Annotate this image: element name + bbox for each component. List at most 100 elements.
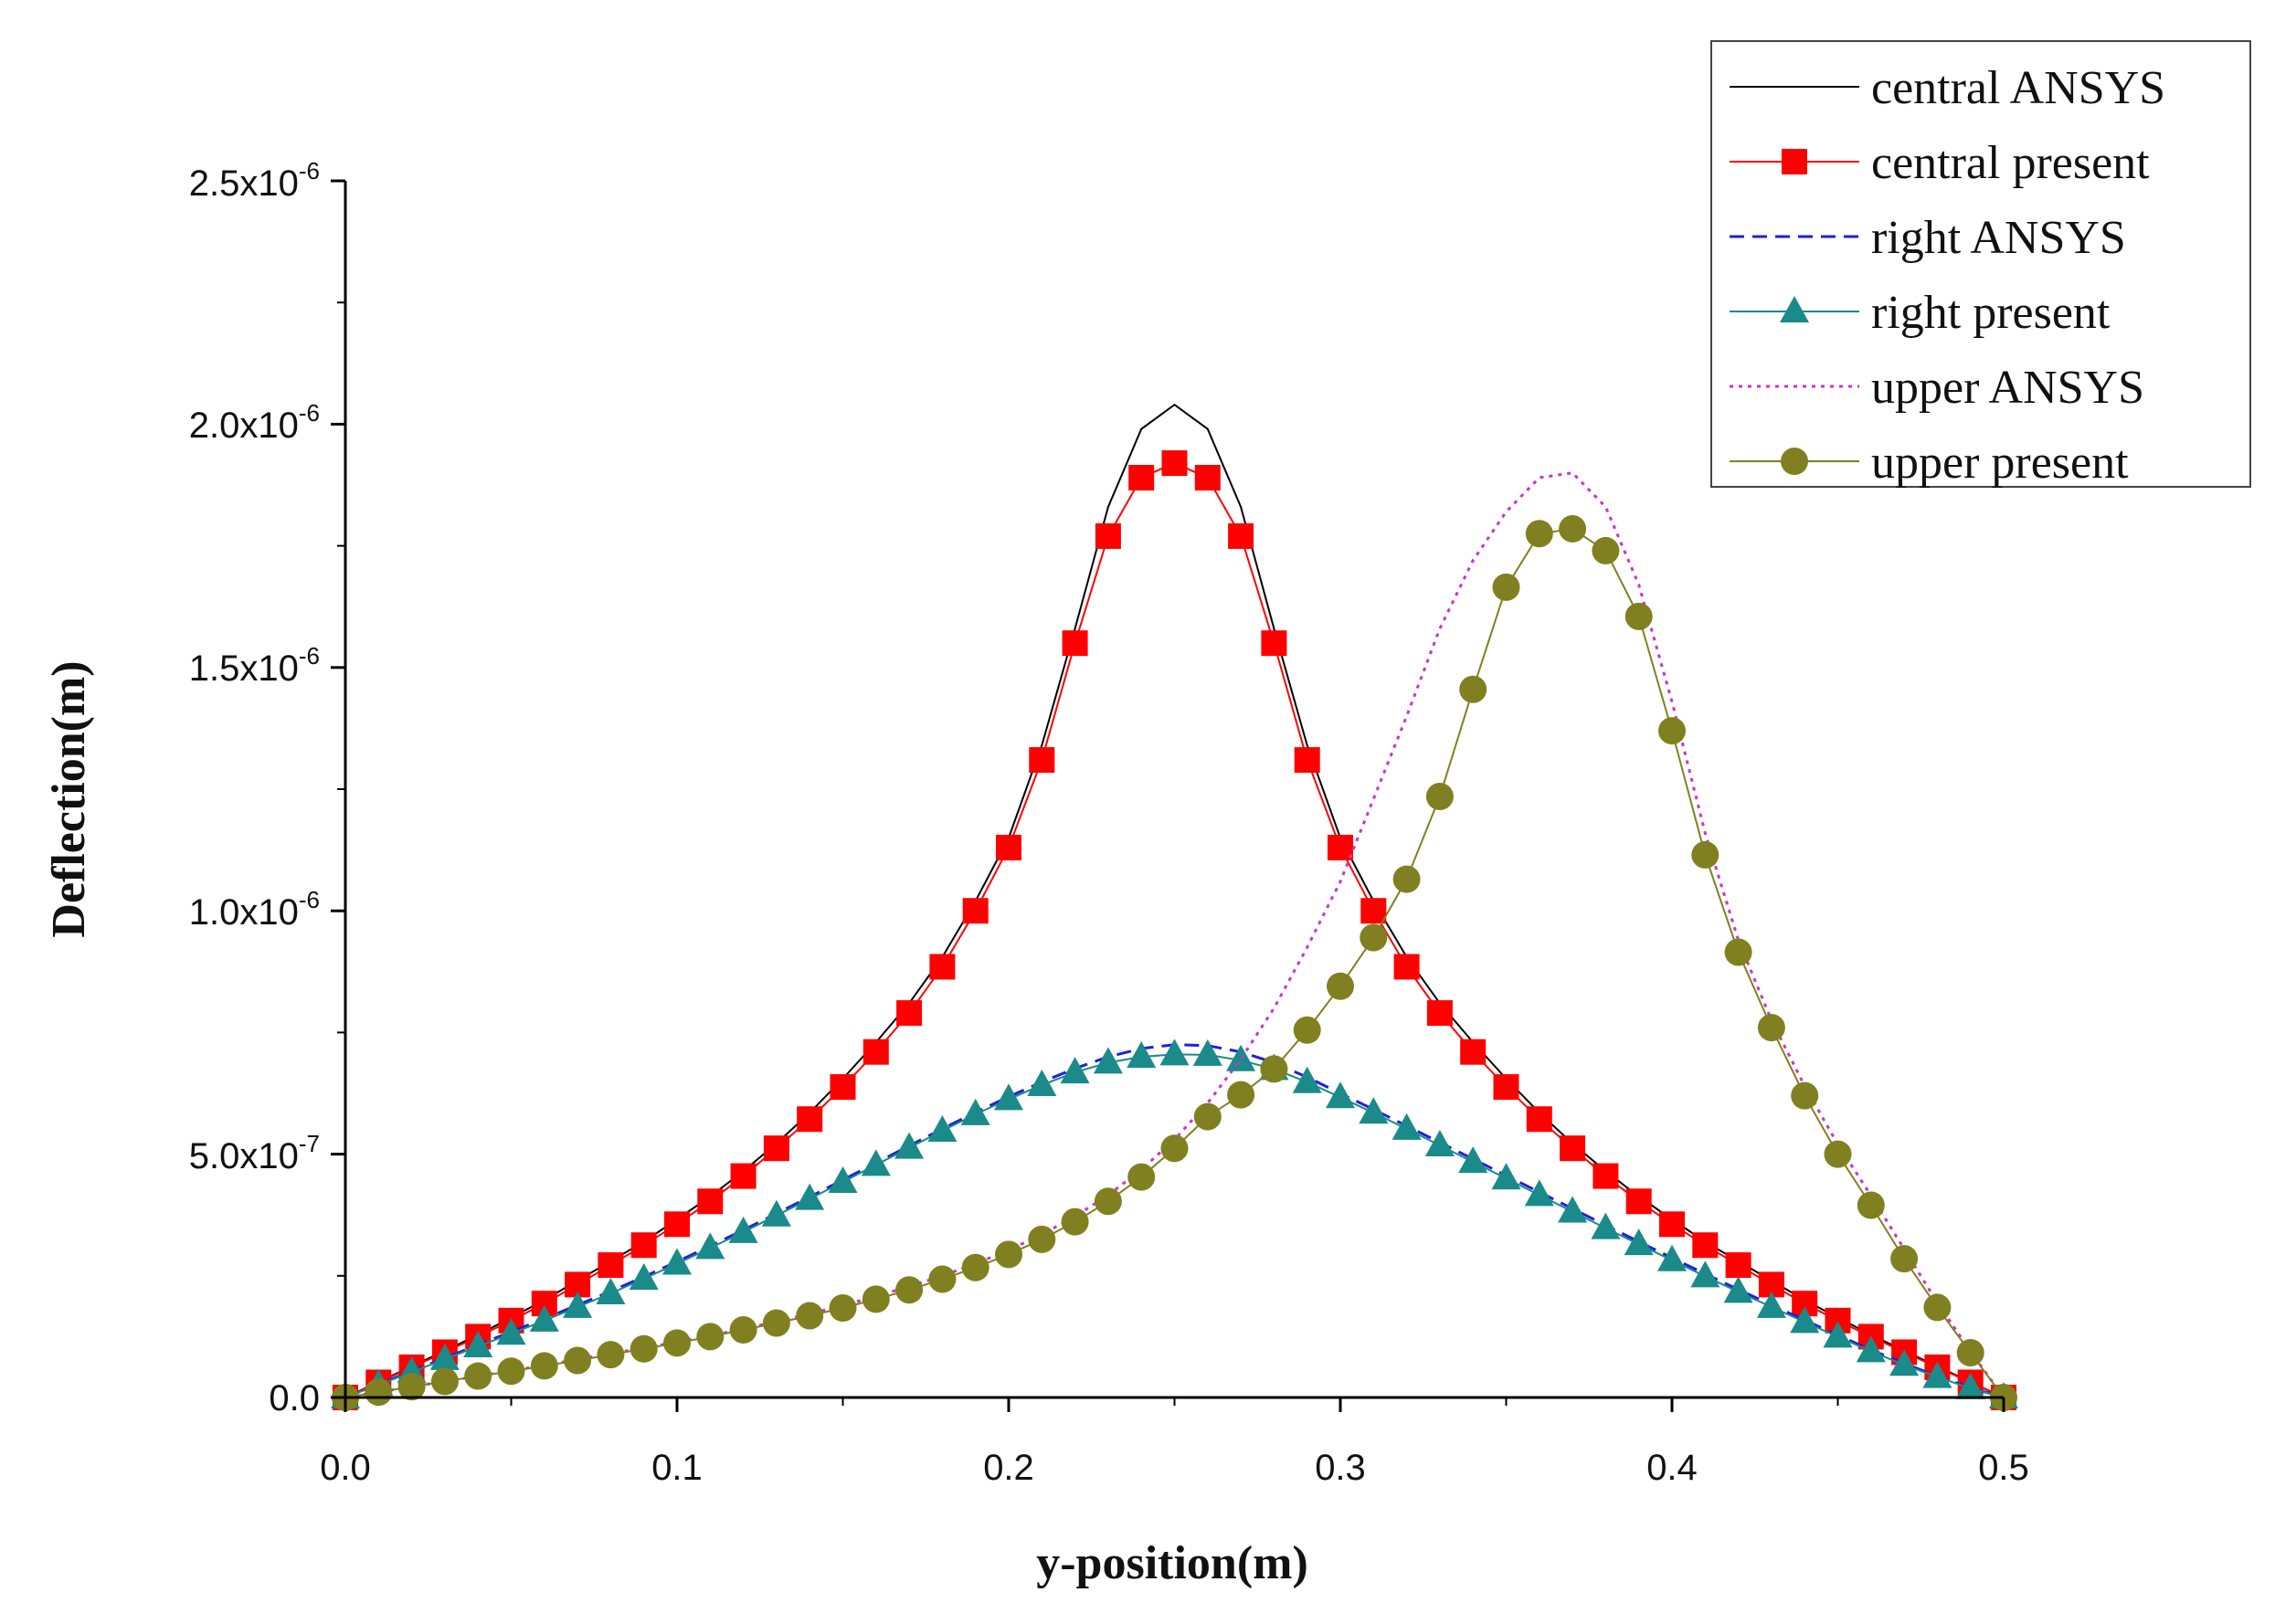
data-point	[1625, 1188, 1652, 1215]
data-point	[497, 1357, 525, 1386]
legend-label-upper-present: upper present	[1871, 437, 2129, 489]
series-layer	[331, 403, 2018, 1411]
data-point	[894, 1132, 925, 1159]
data-point	[1062, 630, 1088, 657]
data-point	[828, 1165, 858, 1193]
data-point	[1360, 923, 1388, 952]
data-point	[696, 1323, 725, 1351]
data-point	[1392, 865, 1421, 893]
data-point	[1326, 1081, 1355, 1109]
data-point	[730, 1163, 757, 1189]
data-point	[1624, 602, 1653, 630]
data-point	[763, 1135, 789, 1162]
data-point	[1095, 522, 1121, 549]
data-point	[1592, 536, 1620, 564]
y-tick-mantissa: 2.5x10	[189, 163, 299, 204]
data-point	[463, 1331, 493, 1358]
data-point	[1359, 1097, 1389, 1124]
data-point	[762, 1309, 790, 1337]
data-point	[1127, 1041, 1157, 1069]
data-point	[1592, 1163, 1619, 1189]
data-point	[1227, 1081, 1255, 1109]
data-point	[529, 1304, 559, 1332]
series-upper-ansys	[344, 471, 2005, 1399]
data-point	[1193, 1102, 1222, 1131]
data-point	[630, 1232, 657, 1259]
data-point	[927, 1115, 958, 1143]
data-point	[796, 1302, 824, 1330]
data-point	[962, 898, 989, 924]
y-tick-label: 5.0x10-7	[189, 1130, 320, 1176]
data-point	[1426, 1000, 1453, 1027]
legend-label-right-ansys: right ANSYS	[1871, 212, 2126, 264]
legend-label-central-ansys: central ANSYS	[1871, 62, 2165, 114]
data-point	[629, 1262, 659, 1290]
data-point	[1823, 1321, 1853, 1348]
series-central-present	[333, 450, 2016, 1410]
x-axis-title: y-position(m)	[1036, 1537, 1308, 1589]
data-point	[1027, 1069, 1057, 1096]
plot-area	[331, 179, 2018, 1412]
data-point	[994, 1083, 1023, 1111]
y-tick-label: 1.5x10-6	[189, 642, 320, 689]
y-tick-exponent: -7	[299, 1130, 320, 1157]
data-point	[1424, 1130, 1455, 1157]
data-point	[630, 1334, 658, 1363]
x-tick-labels: 0.0 0.1 0.2 0.3 0.4 0.5	[320, 1448, 2029, 1488]
data-point	[829, 1293, 857, 1322]
data-point	[1526, 1106, 1552, 1133]
series-right-present	[331, 1039, 2018, 1408]
data-point	[1160, 1134, 1189, 1163]
data-point	[928, 1265, 957, 1293]
data-point	[728, 1216, 758, 1243]
data-point	[995, 1240, 1022, 1269]
y-tick-label: 1.0x10-6	[189, 886, 320, 933]
data-point	[1159, 1039, 1190, 1066]
data-point	[1060, 1057, 1090, 1084]
data-point	[1127, 1163, 1156, 1191]
legend-label-upper-ansys: upper ANSYS	[1871, 362, 2144, 414]
y-tick-exponent: -6	[299, 642, 320, 670]
data-point	[1658, 717, 1686, 745]
data-point	[1293, 1016, 1321, 1044]
data-point	[1228, 522, 1254, 549]
data-point	[1856, 1335, 1886, 1363]
data-point	[1492, 573, 1520, 601]
y-tick-mantissa: 2.0x10	[189, 406, 299, 446]
data-point	[564, 1346, 592, 1375]
data-point	[1922, 1361, 1952, 1388]
data-point	[797, 1106, 823, 1133]
data-point	[1824, 1140, 1852, 1168]
data-point	[1757, 1014, 1785, 1042]
data-point	[1560, 1135, 1586, 1162]
data-point	[1690, 1260, 1720, 1288]
y-axis-title: Deflection(m)	[43, 660, 95, 937]
data-point	[662, 1248, 692, 1275]
data-point	[996, 834, 1021, 860]
y-tick-mantissa: 1.5x10	[189, 649, 299, 689]
y-tick-label: 2.0x10-6	[189, 399, 320, 446]
data-point	[1128, 465, 1155, 491]
data-point	[1525, 520, 1553, 548]
data-point	[1791, 1081, 1819, 1110]
data-point	[1756, 1291, 1786, 1318]
data-point	[1923, 1293, 1952, 1322]
x-tick-label: 0.1	[651, 1448, 703, 1488]
data-point	[496, 1318, 526, 1345]
legend-marker	[1780, 296, 1809, 322]
data-point	[1790, 1306, 1820, 1334]
data-point	[1460, 1039, 1487, 1065]
legend-marker	[1781, 448, 1808, 475]
y-tick-label: 0.0	[269, 1378, 320, 1418]
data-point	[1391, 1113, 1422, 1140]
data-point	[429, 1343, 460, 1370]
x-tick-label: 0.4	[1646, 1448, 1698, 1488]
data-point	[795, 1183, 825, 1210]
data-point	[430, 1367, 459, 1396]
series-line-upper-present	[344, 527, 2005, 1398]
data-point	[862, 1285, 890, 1313]
data-point	[1657, 1244, 1687, 1271]
x-tick-label: 0.5	[1978, 1448, 2029, 1488]
data-point	[1458, 1146, 1488, 1174]
